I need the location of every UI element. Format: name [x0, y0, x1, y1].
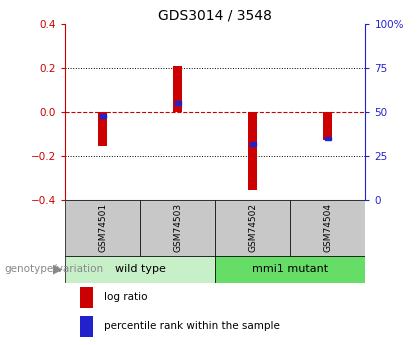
Bar	[80, 287, 93, 307]
Text: percentile rank within the sample: percentile rank within the sample	[104, 321, 280, 331]
Text: ▶: ▶	[53, 263, 63, 276]
Bar	[250, 142, 256, 146]
Bar	[140, 200, 215, 256]
Bar	[325, 137, 331, 140]
Bar	[100, 114, 106, 118]
Bar	[290, 200, 365, 256]
Bar	[65, 256, 215, 283]
Bar	[323, 112, 332, 140]
Text: GSM74504: GSM74504	[323, 203, 332, 252]
Text: GSM74501: GSM74501	[98, 203, 107, 253]
Bar	[65, 200, 140, 256]
Bar	[80, 316, 93, 337]
Bar	[98, 112, 107, 146]
Bar	[215, 200, 290, 256]
Title: GDS3014 / 3548: GDS3014 / 3548	[158, 9, 272, 23]
Text: mmi1 mutant: mmi1 mutant	[252, 264, 328, 274]
Text: genotype/variation: genotype/variation	[4, 264, 103, 274]
Text: log ratio: log ratio	[104, 292, 148, 302]
Bar	[215, 256, 365, 283]
Bar	[173, 66, 182, 112]
Text: wild type: wild type	[115, 264, 165, 274]
Bar	[175, 101, 181, 105]
Bar	[248, 112, 257, 190]
Text: GSM74502: GSM74502	[248, 203, 257, 252]
Text: GSM74503: GSM74503	[173, 203, 182, 253]
